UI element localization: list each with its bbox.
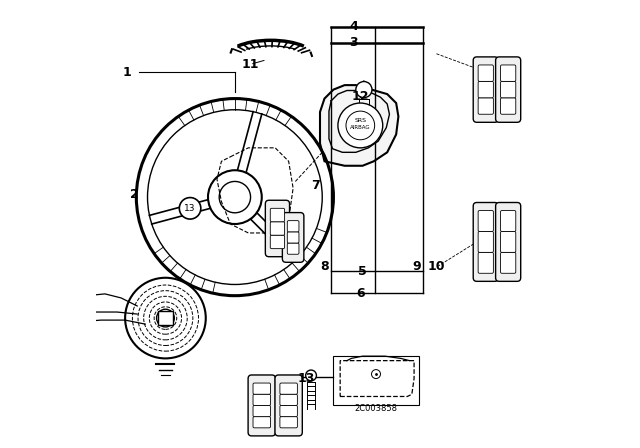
FancyBboxPatch shape <box>478 252 493 273</box>
Text: 6: 6 <box>356 287 365 300</box>
FancyBboxPatch shape <box>500 232 516 252</box>
FancyBboxPatch shape <box>280 394 298 405</box>
FancyBboxPatch shape <box>275 375 302 436</box>
FancyBboxPatch shape <box>270 235 285 249</box>
Text: 13: 13 <box>298 372 316 385</box>
FancyBboxPatch shape <box>266 200 289 257</box>
Circle shape <box>157 309 174 327</box>
FancyBboxPatch shape <box>478 232 493 252</box>
Text: 2C003858: 2C003858 <box>355 404 397 413</box>
Text: 9: 9 <box>412 260 420 273</box>
FancyBboxPatch shape <box>500 98 516 114</box>
FancyBboxPatch shape <box>287 232 299 243</box>
FancyBboxPatch shape <box>473 202 499 281</box>
Circle shape <box>306 370 316 381</box>
Text: 11: 11 <box>242 58 259 72</box>
FancyBboxPatch shape <box>270 222 285 235</box>
FancyBboxPatch shape <box>282 213 304 262</box>
Circle shape <box>125 278 205 358</box>
Text: 2: 2 <box>130 188 138 202</box>
FancyBboxPatch shape <box>500 65 516 82</box>
FancyBboxPatch shape <box>495 202 521 281</box>
FancyBboxPatch shape <box>500 82 516 98</box>
Polygon shape <box>340 361 414 396</box>
FancyBboxPatch shape <box>473 57 499 122</box>
Bar <box>333 356 419 405</box>
FancyBboxPatch shape <box>280 383 298 394</box>
Text: 1: 1 <box>123 66 132 79</box>
Text: 10: 10 <box>428 260 445 273</box>
FancyBboxPatch shape <box>500 211 516 232</box>
Circle shape <box>58 323 64 329</box>
Circle shape <box>356 82 372 98</box>
FancyBboxPatch shape <box>478 65 493 82</box>
FancyBboxPatch shape <box>253 394 271 405</box>
FancyBboxPatch shape <box>280 405 298 417</box>
FancyBboxPatch shape <box>495 57 521 122</box>
Text: 7: 7 <box>311 179 320 193</box>
FancyBboxPatch shape <box>478 98 493 114</box>
FancyBboxPatch shape <box>253 417 271 428</box>
FancyBboxPatch shape <box>248 375 275 436</box>
Circle shape <box>371 370 380 379</box>
Text: SRS: SRS <box>355 117 366 123</box>
Text: 12: 12 <box>351 90 369 103</box>
Text: 13: 13 <box>184 204 196 213</box>
FancyBboxPatch shape <box>280 417 298 428</box>
Circle shape <box>61 298 68 306</box>
Circle shape <box>338 103 383 148</box>
FancyBboxPatch shape <box>253 405 271 417</box>
FancyBboxPatch shape <box>270 208 285 222</box>
FancyBboxPatch shape <box>287 243 299 254</box>
Text: 4: 4 <box>349 20 358 34</box>
Circle shape <box>179 198 201 219</box>
FancyBboxPatch shape <box>500 252 516 273</box>
FancyBboxPatch shape <box>478 211 493 232</box>
Text: 8: 8 <box>320 260 329 273</box>
Polygon shape <box>320 85 398 166</box>
Text: 5: 5 <box>358 264 367 278</box>
Bar <box>158 311 173 325</box>
Text: AIRBAG: AIRBAG <box>350 125 371 130</box>
FancyBboxPatch shape <box>287 221 299 232</box>
Text: 3: 3 <box>349 36 358 49</box>
FancyBboxPatch shape <box>253 383 271 394</box>
FancyBboxPatch shape <box>478 82 493 98</box>
